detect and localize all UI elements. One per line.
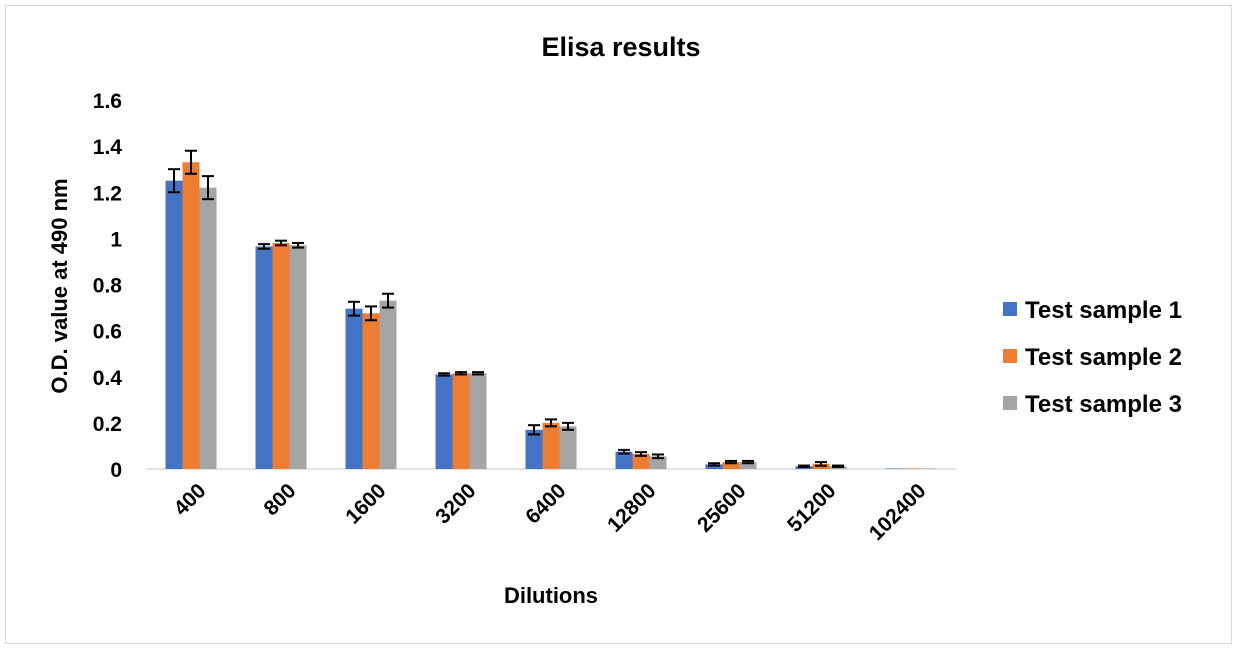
bar xyxy=(649,456,667,469)
x-tick-label: 400 xyxy=(169,479,210,520)
y-tick-label: 1.6 xyxy=(93,90,122,113)
y-tick-label: 0.6 xyxy=(93,321,122,344)
bar-group xyxy=(345,292,397,469)
bar-group xyxy=(615,448,667,469)
bar xyxy=(739,462,757,469)
bar xyxy=(542,422,560,469)
bar-group xyxy=(885,468,937,470)
bar xyxy=(289,245,307,469)
y-tick-label: 0 xyxy=(110,459,122,482)
bar-groups xyxy=(165,149,937,470)
bar xyxy=(722,462,740,469)
bar xyxy=(559,426,577,469)
legend-label: Test sample 1 xyxy=(1025,297,1182,324)
bar xyxy=(379,300,397,469)
bar-group xyxy=(255,239,307,469)
bar-group xyxy=(165,149,217,470)
bar xyxy=(362,313,380,469)
x-tick-label: 3200 xyxy=(431,479,480,528)
x-tick-label: 12800 xyxy=(603,479,661,537)
legend: Test sample 1 Test sample 2 Test sample 3 xyxy=(1003,297,1182,418)
x-tick-label: 1600 xyxy=(341,479,390,528)
bar-group xyxy=(705,459,757,469)
y-axis-title: O.D. value at 490 nm xyxy=(47,178,72,393)
bar xyxy=(705,464,723,469)
x-tick-label: 51200 xyxy=(783,479,841,537)
bar xyxy=(165,180,183,469)
bar xyxy=(615,451,633,469)
legend-swatch xyxy=(1003,396,1017,410)
bar xyxy=(919,468,937,470)
y-axis-ticks: 0 0.2 0.4 0.6 0.8 1 1.2 1.4 1.6 xyxy=(93,90,123,482)
y-tick-label: 1.4 xyxy=(93,136,123,159)
bar xyxy=(469,373,487,469)
x-tick-label: 800 xyxy=(259,479,300,520)
bar xyxy=(182,162,200,470)
x-axis-ticks: 400 800 1600 3200 6400 12800 25600 51200 102400 xyxy=(169,479,930,545)
bar-group xyxy=(435,371,487,469)
x-tick-label: 102400 xyxy=(865,479,931,545)
legend-label: Test sample 2 xyxy=(1025,344,1182,371)
bar xyxy=(199,187,217,469)
bar-group xyxy=(525,418,577,469)
chart-title: Elisa results xyxy=(541,32,700,62)
y-tick-label: 0.2 xyxy=(93,413,122,436)
y-tick-label: 1 xyxy=(110,228,122,251)
bar xyxy=(345,308,363,469)
bar xyxy=(272,242,290,469)
y-tick-label: 0.4 xyxy=(93,367,123,390)
x-axis-title: Dilutions xyxy=(504,583,598,608)
y-tick-label: 0.8 xyxy=(93,275,123,298)
bar xyxy=(632,454,650,469)
y-tick-label: 1.2 xyxy=(93,182,122,205)
x-tick-label: 25600 xyxy=(693,479,751,537)
bar xyxy=(435,374,453,469)
legend-swatch xyxy=(1003,302,1017,316)
bar xyxy=(885,468,903,470)
x-tick-label: 6400 xyxy=(521,479,570,528)
bar xyxy=(902,468,920,470)
bar xyxy=(255,246,273,469)
bar xyxy=(525,429,543,469)
legend-label: Test sample 3 xyxy=(1025,391,1182,418)
legend-swatch xyxy=(1003,349,1017,363)
bar xyxy=(452,373,470,469)
bar-group xyxy=(795,461,847,469)
